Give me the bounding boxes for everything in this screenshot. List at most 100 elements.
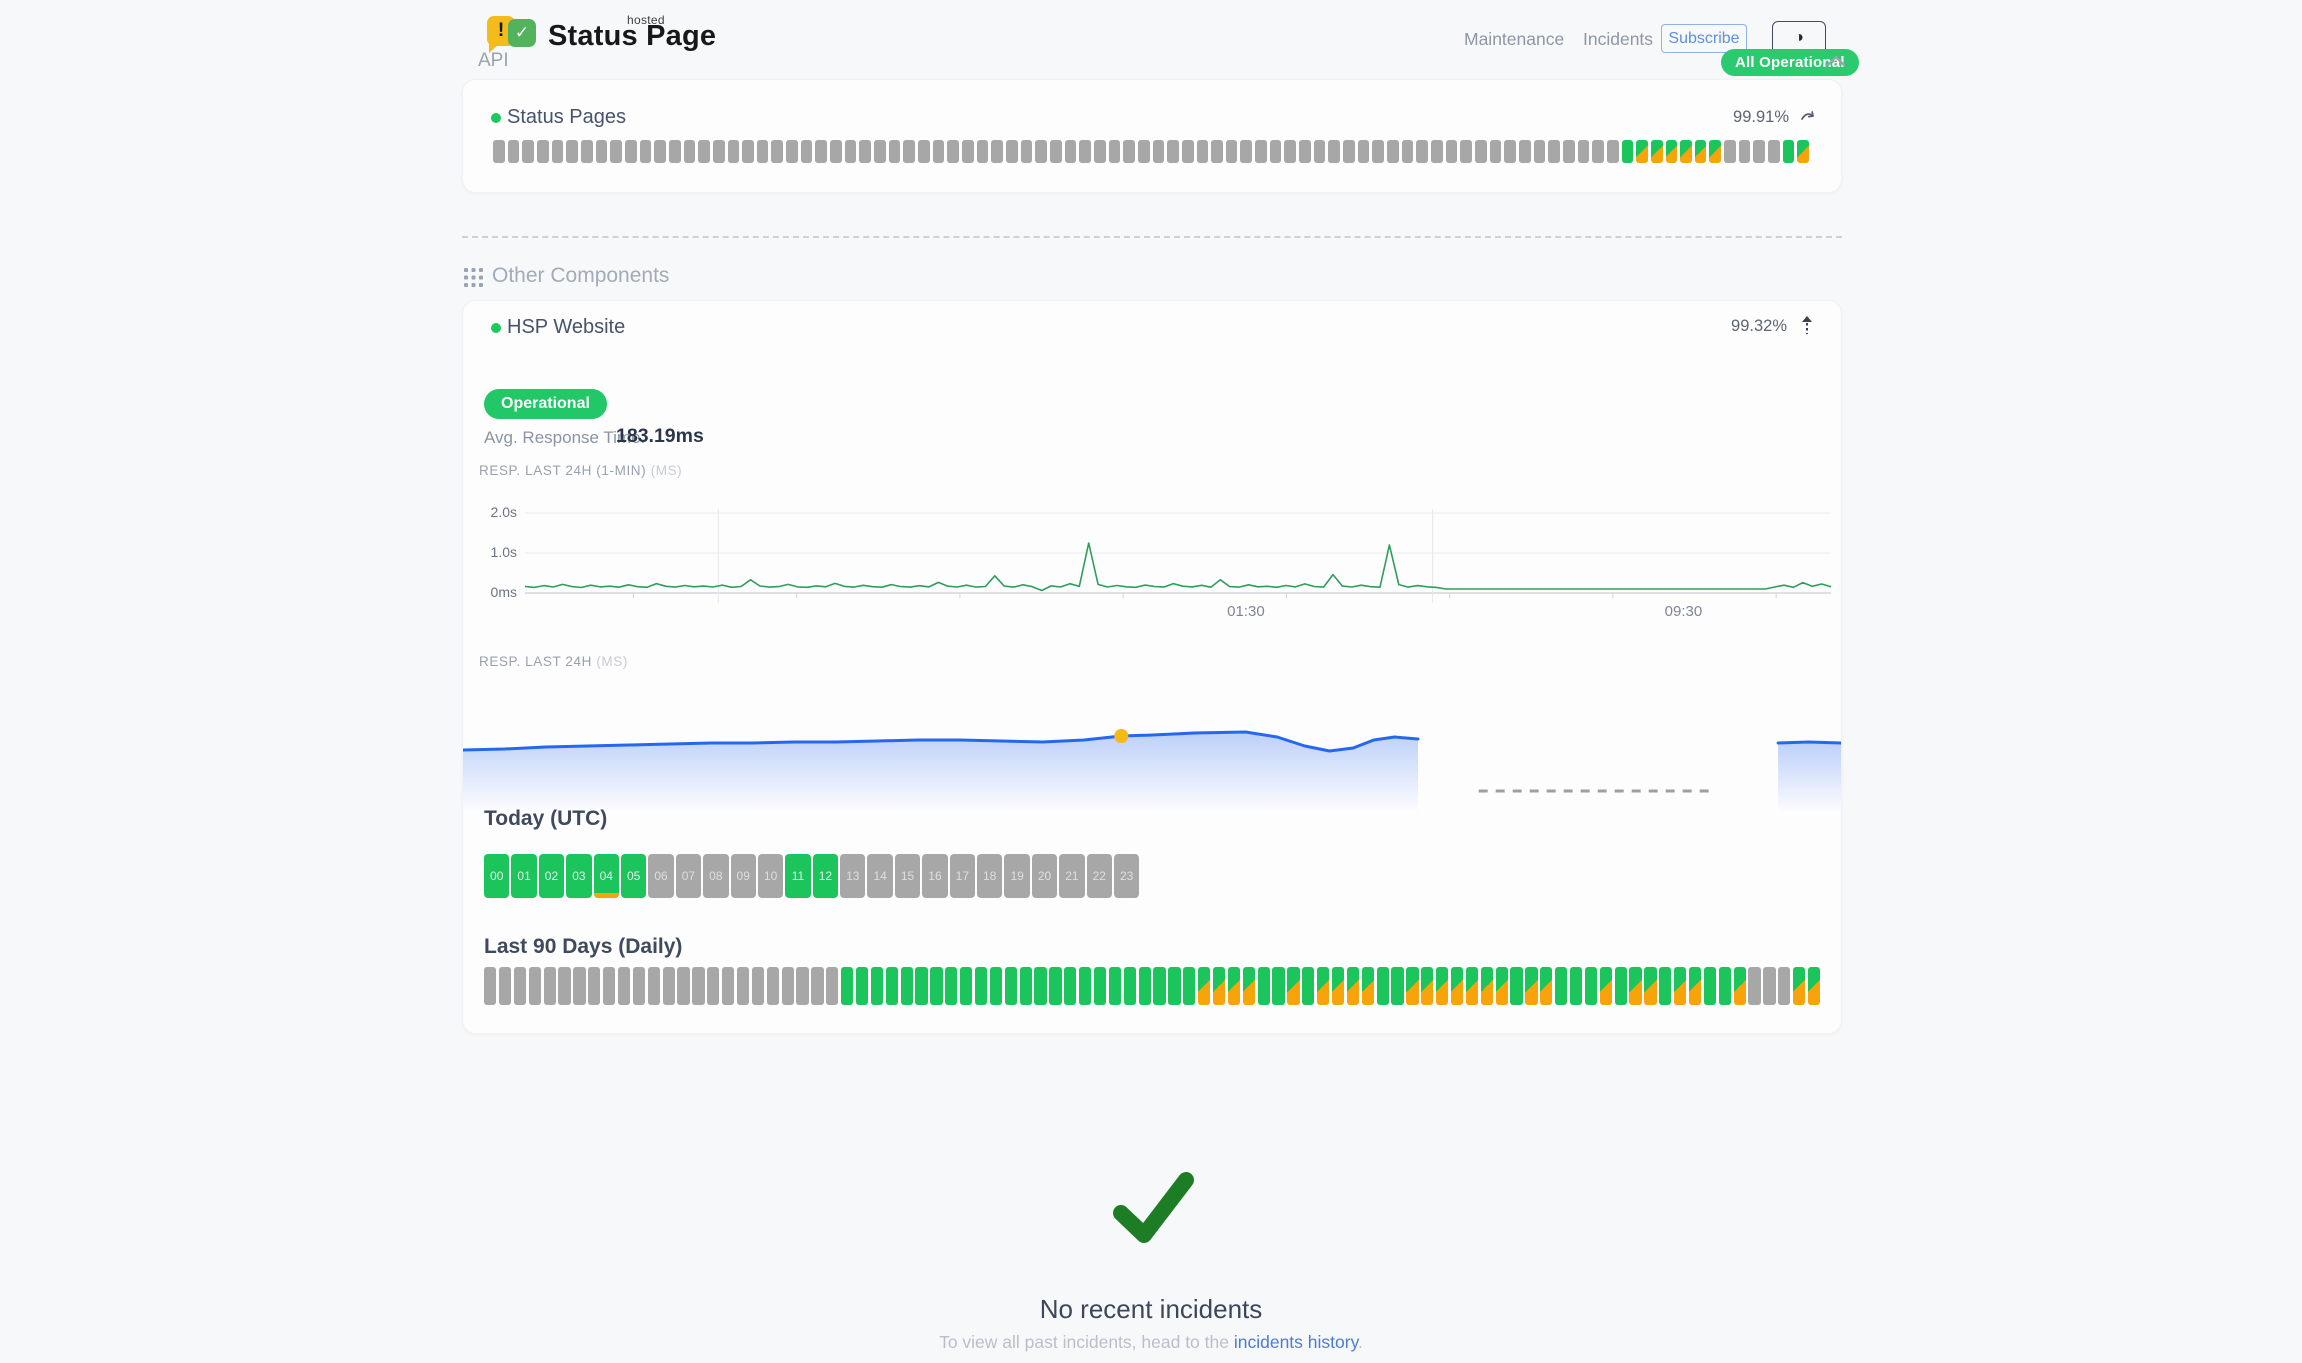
day-bar[interactable] [1287,967,1300,1005]
uptime-bar[interactable] [1431,140,1443,163]
hour-box-18[interactable]: 18 [977,854,1003,898]
uptime-bar[interactable] [742,140,754,163]
uptime-bar[interactable] [1005,140,1018,163]
hour-box-13[interactable]: 13 [840,854,866,898]
uptime-bar[interactable] [786,140,798,163]
day-bar[interactable] [603,967,616,1005]
day-bar[interactable] [1614,967,1627,1005]
hour-box-02[interactable]: 02 [538,854,565,898]
day-bar[interactable] [1688,967,1702,1005]
uptime-bar[interactable] [1548,140,1560,163]
uptime-bar[interactable] [1738,140,1751,163]
uptime-bar[interactable] [551,140,564,163]
day-bar[interactable] [528,967,541,1005]
day-bar[interactable] [1644,967,1657,1005]
uptime-bar[interactable] [1445,140,1458,163]
uptime-bar[interactable] [624,140,637,163]
hour-box-05[interactable]: 05 [620,854,647,898]
uptime-bar[interactable] [1079,140,1091,163]
uptime-bar[interactable] [1255,140,1267,163]
uptime-bar[interactable] [1606,140,1619,163]
day-bar[interactable] [1212,967,1226,1005]
day-bar[interactable] [796,967,809,1005]
uptime-bar[interactable] [1035,140,1047,163]
day-bar[interactable] [1599,967,1612,1005]
brand-name[interactable]: Status Page [548,20,717,52]
uptime-bar[interactable] [844,140,857,163]
uptime-bar[interactable] [1372,140,1385,163]
uptime-bar[interactable] [859,140,872,163]
day-bar[interactable] [1748,967,1761,1005]
day-bar[interactable] [751,967,765,1005]
day-bar[interactable] [662,967,675,1005]
day-bar[interactable] [617,967,631,1005]
day-bar[interactable] [1019,967,1032,1005]
uptime-bar[interactable] [991,140,1003,163]
hour-box-17[interactable]: 17 [949,854,976,898]
uptime-bar[interactable] [1650,140,1663,163]
response-time-line-chart[interactable] [525,501,1831,613]
day-bar[interactable] [1778,967,1791,1005]
day-bar[interactable] [1108,967,1122,1005]
uptime-bar[interactable] [947,140,959,163]
hour-box-00[interactable]: 00 [484,854,510,898]
day-bar[interactable] [1406,967,1419,1005]
uptime-bar[interactable] [654,140,666,163]
day-bar[interactable] [1227,967,1241,1005]
uptime-bar[interactable] [830,140,842,163]
history-arrow-icon[interactable] [1800,110,1817,124]
day-bar[interactable] [1569,967,1583,1005]
day-bar[interactable] [900,967,913,1005]
uptime-bar[interactable] [1533,140,1546,163]
uptime-bar[interactable] [1577,140,1590,163]
day-bar[interactable] [1317,967,1330,1005]
day-bar[interactable] [677,967,690,1005]
uptime-bar[interactable] [756,140,769,163]
day-bar[interactable] [766,967,779,1005]
day-bar[interactable] [1346,967,1360,1005]
day-bar[interactable] [989,967,1003,1005]
uptime-bar[interactable] [1357,140,1370,163]
uptime-bar[interactable] [610,140,622,163]
uptime-bar[interactable] [1504,140,1516,163]
day-bar[interactable] [632,967,646,1005]
day-bar[interactable] [1674,967,1687,1005]
uptime-bar[interactable] [1167,140,1179,163]
uptime-bar[interactable] [1489,140,1502,163]
day-bar[interactable] [1421,967,1434,1005]
uptime-bar[interactable] [1694,140,1707,163]
hour-box-23[interactable]: 23 [1113,854,1140,898]
day-bar[interactable] [1450,967,1464,1005]
uptime-bar[interactable] [962,140,974,163]
uptime-bar[interactable] [1328,140,1341,163]
uptime-bar[interactable] [1416,140,1428,163]
hour-box-12[interactable]: 12 [812,854,839,898]
uptime-bar[interactable] [1782,140,1795,163]
day-bar[interactable] [1138,967,1151,1005]
uptime-bar[interactable] [771,140,784,163]
day-bar[interactable] [915,967,928,1005]
hour-box-19[interactable]: 19 [1004,854,1030,898]
uptime-bar[interactable] [727,140,740,163]
day-bar[interactable] [1064,967,1077,1005]
uptime-bar[interactable] [918,140,930,163]
day-bar[interactable] [1763,967,1776,1005]
day-bar[interactable] [885,967,898,1005]
uptime-bar[interactable] [712,140,725,163]
uptime-bar[interactable] [1211,140,1223,163]
uptime-bar[interactable] [639,140,652,163]
hour-box-09[interactable]: 09 [730,854,756,898]
hour-box-04[interactable]: 04 [593,854,619,898]
day-bar[interactable] [811,967,824,1005]
day-bar[interactable] [573,967,586,1005]
uptime-bar[interactable] [595,140,608,163]
day-bar[interactable] [1376,967,1389,1005]
uptime-bar[interactable] [1387,140,1399,163]
hour-box-14[interactable]: 14 [867,854,893,898]
uptime-bar[interactable] [683,140,696,163]
uptime-bar[interactable] [1636,140,1648,163]
uptime-bar[interactable] [522,140,534,163]
hour-box-10[interactable]: 10 [757,854,784,898]
day-bar[interactable] [707,967,720,1005]
day-bar[interactable] [484,967,497,1005]
